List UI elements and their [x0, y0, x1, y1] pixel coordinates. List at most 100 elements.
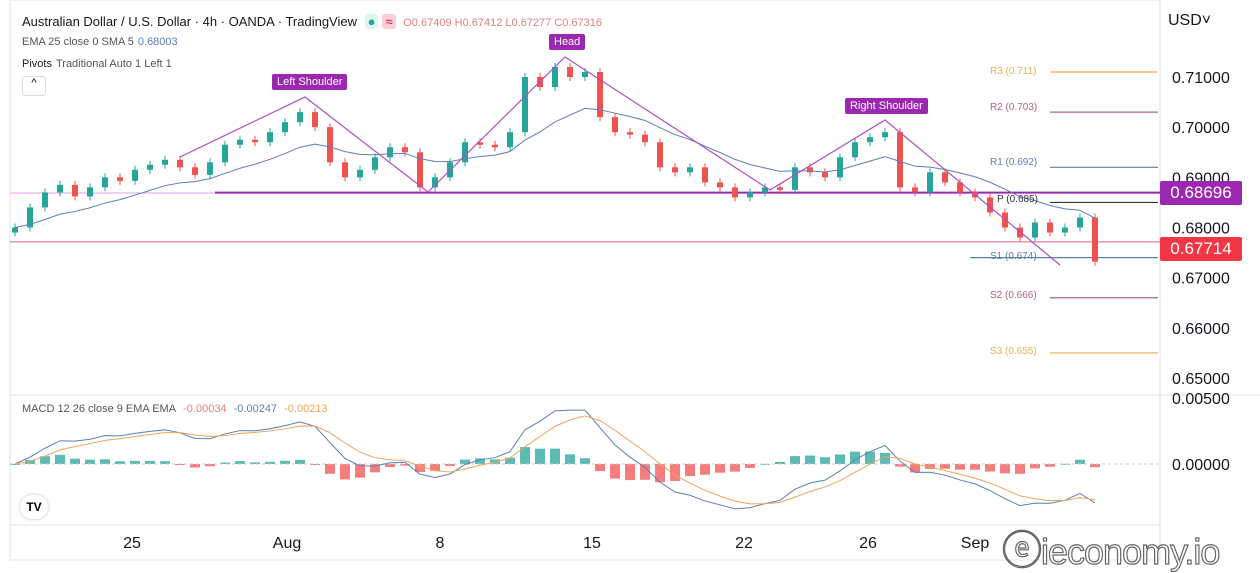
- status-dots-icon[interactable]: ●: [364, 14, 379, 29]
- candle: [822, 172, 828, 178]
- macd-histogram-bar: [655, 464, 665, 483]
- macd-histogram-bar: [1030, 464, 1040, 469]
- macd-histogram-bar: [700, 464, 710, 475]
- symbol-legend: Australian Dollar / U.S. Dollar · 4h · O…: [22, 14, 606, 29]
- ema-legend[interactable]: EMA 25 close 0 SMA 5 0.68003: [22, 36, 182, 48]
- macd-histogram-bar: [55, 454, 65, 464]
- macd-histogram-bar: [1075, 459, 1085, 464]
- macd-histogram-bar: [295, 459, 305, 464]
- candle: [957, 182, 963, 193]
- macd-histogram-bar: [985, 464, 995, 472]
- pivots-legend[interactable]: Pivots Traditional Auto 1 Left 1: [22, 58, 176, 70]
- macd-histogram-bar: [40, 456, 50, 464]
- candle: [747, 192, 753, 198]
- candle: [297, 112, 303, 123]
- candle: [117, 177, 123, 181]
- collapse-legend-button[interactable]: ^: [22, 76, 46, 96]
- candle: [132, 169, 138, 181]
- candle: [327, 127, 333, 163]
- macd-histogram-bar: [100, 459, 110, 464]
- candle: [387, 147, 393, 158]
- currency-label: USD: [1168, 12, 1202, 29]
- macd-histogram-bar: [235, 461, 245, 464]
- macd-histogram-bar: [580, 458, 590, 464]
- macd-histogram-bar: [475, 458, 485, 464]
- market-status-icon[interactable]: ≈: [382, 14, 396, 29]
- candle: [912, 187, 918, 193]
- macd-histogram-bar: [745, 464, 755, 468]
- candle: [372, 157, 378, 170]
- time-tick-label: Sep: [961, 535, 990, 552]
- candle: [417, 152, 423, 188]
- macd-histogram-bar: [730, 464, 740, 472]
- candle: [1077, 217, 1083, 228]
- price-tick-label: 0.67000: [1172, 271, 1230, 288]
- symbol-title: Australian Dollar / U.S. Dollar · 4h · O…: [22, 14, 357, 29]
- ieconomy-watermark: ⓔieconomy.io: [1001, 528, 1221, 573]
- macd-histogram-bar: [460, 459, 470, 464]
- pivot-p-label: P (0.685): [997, 194, 1038, 205]
- macd-tick-label: 0.00000: [1172, 457, 1230, 474]
- currency-selector[interactable]: USD˅: [1168, 12, 1212, 29]
- price-tick-label: 0.66000: [1172, 321, 1230, 338]
- candle: [57, 184, 63, 193]
- plot-frame: [9, 0, 1161, 561]
- price-tick-label: 0.68000: [1172, 221, 1230, 238]
- price-tick-label: 0.71000: [1172, 70, 1230, 87]
- macd-histogram-bar: [70, 458, 80, 464]
- macd-histogram-bar: [880, 452, 890, 464]
- macd-histogram-bar: [25, 459, 35, 464]
- macd-histogram-bar: [415, 464, 425, 473]
- candle: [312, 112, 318, 128]
- macd-histogram-bar: [550, 448, 560, 464]
- macd-histogram-bar: [820, 457, 830, 464]
- candle: [222, 144, 228, 163]
- macd-histogram-bar: [445, 464, 455, 466]
- candle: [267, 132, 273, 143]
- candle: [102, 177, 108, 188]
- candle: [507, 132, 513, 148]
- macd-histogram-bar: [775, 461, 785, 464]
- macd-histogram-bar: [505, 457, 515, 464]
- candle: [357, 169, 363, 178]
- time-tick-label: 25: [123, 535, 141, 552]
- candle: [762, 187, 768, 193]
- macd-signal-line: [14, 415, 1096, 505]
- macd-histogram-bar: [1015, 464, 1025, 474]
- macd-histogram-bar: [1060, 463, 1070, 465]
- candle: [147, 164, 153, 170]
- candle: [942, 172, 948, 183]
- macd-histogram-bar: [895, 464, 905, 467]
- macd-histogram-bar: [910, 464, 920, 473]
- candle: [567, 66, 573, 77]
- time-tick-label: 15: [583, 535, 601, 552]
- candle: [192, 167, 198, 175]
- candle: [87, 187, 93, 197]
- macd-line: [14, 409, 1096, 510]
- macd-histogram-bar: [520, 447, 530, 464]
- candle: [282, 122, 288, 133]
- head-label: Head: [549, 34, 586, 50]
- macd-histogram-bar: [850, 451, 860, 464]
- macd-legend[interactable]: MACD 12 26 close 9 EMA EMA -0.00034 -0.0…: [22, 403, 332, 415]
- macd-histogram-bar: [760, 463, 770, 465]
- candle: [597, 71, 603, 118]
- macd-histogram-bar: [205, 464, 215, 467]
- pivot-r2-label: R2 (0.703): [990, 102, 1038, 113]
- pivot-r3-label: R3 (0.711): [990, 66, 1037, 77]
- pivot-s3-label: S3 (0.655): [990, 346, 1037, 357]
- time-tick-label: 26: [859, 535, 877, 552]
- candle: [237, 139, 243, 145]
- ema-label: EMA 25 close 0 SMA 5: [22, 36, 134, 48]
- tradingview-logo[interactable]: TV: [20, 495, 48, 519]
- neckline-price-tag: 0.68696: [1160, 181, 1242, 205]
- macd-histogram-bar: [265, 461, 275, 464]
- macd-histogram-bar: [925, 464, 935, 469]
- macd-histogram-bar: [325, 464, 335, 474]
- candle: [27, 207, 33, 228]
- candle: [42, 192, 48, 208]
- macd-histogram-bar: [130, 460, 140, 464]
- macd-label: MACD 12 26 close 9 EMA EMA: [22, 403, 177, 415]
